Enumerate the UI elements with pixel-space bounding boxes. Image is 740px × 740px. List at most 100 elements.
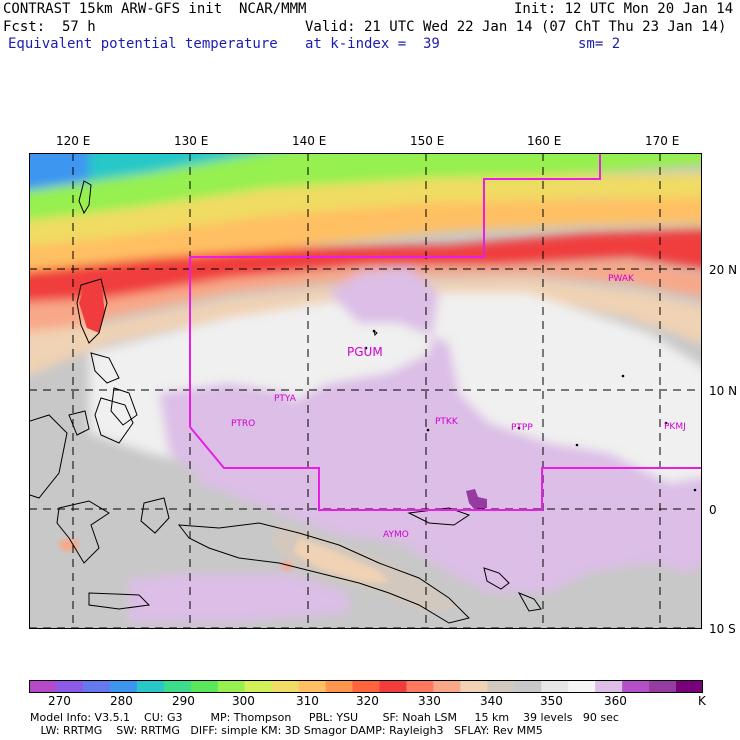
station-label-pkmj: PKMJ: [664, 422, 686, 432]
colorbar-tick: 280: [110, 694, 133, 708]
new-guinea-warm: [294, 538, 389, 583]
colorbar-cell: [595, 680, 623, 693]
colorbar-cell: [460, 680, 488, 693]
lat-label: 0: [709, 503, 717, 517]
station-dot: [693, 488, 697, 492]
halmahera-outline: [140, 497, 170, 534]
colorbar-cell: [622, 680, 650, 693]
colorbar-cell: [406, 680, 434, 693]
station-dot: [517, 426, 521, 430]
station-label-ptkk: PTKK: [435, 417, 458, 427]
colorbar-cell: [514, 680, 542, 693]
header-model-title: CONTRAST 15km ARW-GFS init NCAR/MMM: [3, 1, 307, 17]
colorbar-cell: [487, 680, 515, 693]
colorbar-tick: 350: [540, 694, 563, 708]
colorbar-cell: [433, 680, 461, 693]
colorbar-cell: [676, 680, 703, 693]
colorbar-cell: [163, 680, 192, 693]
header-level: at k-index = 39: [305, 36, 440, 52]
colorbar-unit: K: [698, 694, 706, 708]
borneo-outline: [29, 414, 68, 499]
station-dot: [426, 428, 430, 432]
colorbar-cell: [271, 680, 300, 693]
luzon-outline: [76, 278, 108, 344]
colorbar-tick: 300: [232, 694, 255, 708]
theta-high-purple: [189, 268, 702, 593]
colorbar-cell: [217, 680, 246, 693]
colorbar-cell: [136, 680, 165, 693]
colorbar-cell: [649, 680, 677, 693]
south-grey-left: [29, 513, 129, 629]
band-green: [29, 153, 702, 251]
colorbar-cell: [244, 680, 273, 693]
colorbar-cell: [352, 680, 380, 693]
header-field-name: Equivalent potential temperature: [8, 36, 278, 52]
colorbar-cell: [55, 680, 84, 693]
visayas-outline: [90, 352, 138, 426]
theta-e-map: [29, 153, 702, 629]
station-dot: [364, 346, 368, 350]
forecast-domain-boundary: [189, 153, 601, 427]
lat-label: 10 N: [709, 384, 738, 398]
sulawesi-outline: [56, 500, 110, 564]
header-smoothing: sm= 2: [578, 36, 621, 52]
colorbar-cell: [298, 680, 327, 693]
model-info-line1: Model Info: V3.5.1 CU: G3 MP: Thompson P…: [30, 711, 619, 724]
lon-label: 140 E: [292, 134, 327, 148]
taiwan-outline: [78, 180, 92, 215]
colorbar-cell: [29, 680, 57, 693]
station-dot: [664, 421, 668, 425]
new-guinea-outline: [177, 522, 470, 624]
station-dot: [621, 374, 625, 378]
lon-label: 120 E: [56, 134, 91, 148]
header-init-time: Init: 12 UTC Mon 20 Jan 14: [514, 1, 734, 17]
colorbar: [29, 680, 703, 693]
station-label-pwak: PWAK: [608, 274, 634, 284]
lon-label: 160 E: [527, 134, 562, 148]
station-dot: [575, 443, 579, 447]
theta-high-purple-south: [89, 573, 349, 623]
band-yellow: [29, 173, 702, 271]
map-frame: [29, 153, 702, 629]
colorbar-tick: 320: [356, 694, 379, 708]
header-forecast-hour: Fcst: 57 h: [3, 19, 96, 35]
lon-label: 130 E: [174, 134, 209, 148]
timor-outline: [88, 592, 151, 610]
station-label-ptpp: PTPP: [511, 423, 533, 433]
colorbar-cell: [541, 680, 569, 693]
station-label-ptya: PTYA: [274, 394, 296, 404]
colorbar-cell: [109, 680, 138, 693]
lat-label: 20 N: [709, 263, 738, 277]
colorbar-tick: 360: [604, 694, 627, 708]
band-orange: [29, 197, 702, 290]
header-valid-time: Valid: 21 UTC Wed 22 Jan 14 (07 ChT Thu …: [305, 19, 727, 35]
colorbar-tick: 340: [480, 694, 503, 708]
lon-label: 170 E: [645, 134, 680, 148]
theta-high-purple-west: [159, 383, 299, 483]
colorbar-tick: 270: [48, 694, 71, 708]
south-grey-right: [609, 583, 702, 629]
colorbar-tick: 330: [418, 694, 441, 708]
station-label-pgum: PGUM: [347, 345, 383, 359]
band-red: [29, 228, 702, 323]
luzon-red: [79, 281, 105, 333]
mindanao-outline: [68, 397, 134, 444]
colorbar-tick: 290: [172, 694, 195, 708]
station-label-aymo: AYMO: [383, 530, 409, 540]
colorbar-cell: [82, 680, 111, 693]
colorbar-cell: [379, 680, 407, 693]
max-theta-blob: [466, 489, 487, 510]
lon-label: 150 E: [410, 134, 445, 148]
solomons-outline: [483, 567, 542, 612]
colorbar-tick: 310: [296, 694, 319, 708]
sulawesi-warm: [59, 539, 79, 551]
forecast-domain-boundary-south: [189, 426, 702, 511]
lat-label: 10 S: [709, 622, 736, 636]
colorbar-cell: [325, 680, 354, 693]
station-label-ptro: PTRO: [231, 419, 256, 429]
colorbar-cell: [190, 680, 219, 693]
model-info-line2: LW: RRTMG SW: RRTMG DIFF: simple KM: 3D …: [30, 724, 543, 737]
colorbar-cell: [568, 680, 596, 693]
station-dot: [372, 329, 376, 333]
small-island: [373, 329, 378, 336]
